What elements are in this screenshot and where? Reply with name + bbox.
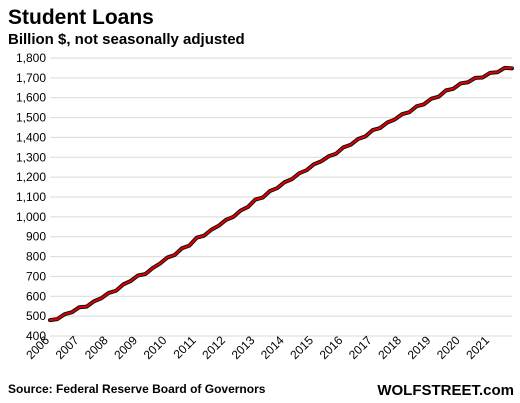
y-tick-label: 600 bbox=[26, 289, 46, 303]
chart-subtitle: Billion $, not seasonally adjusted bbox=[8, 31, 245, 48]
y-tick-label: 1,400 bbox=[16, 130, 46, 144]
x-tick-label: 2018 bbox=[375, 333, 404, 362]
y-tick-label: 1,500 bbox=[16, 111, 46, 125]
x-axis-ticks: 2006 2007 2008 2009 2010 2011 2012 2013 2014 2015… bbox=[23, 333, 492, 362]
y-tick-label: 800 bbox=[26, 250, 46, 264]
x-tick-label: 2008 bbox=[82, 333, 111, 362]
y-tick-label: 1,800 bbox=[16, 51, 46, 65]
y-tick-label: 400 bbox=[26, 329, 46, 343]
x-tick-label: 2021 bbox=[463, 333, 492, 362]
x-tick-label: 2017 bbox=[346, 333, 375, 362]
y-tick-label: 900 bbox=[26, 230, 46, 244]
x-tick-label: 2013 bbox=[229, 333, 258, 362]
y-tick-label: 500 bbox=[26, 309, 46, 323]
x-tick-label: 2007 bbox=[53, 333, 82, 362]
x-tick-label: 2019 bbox=[405, 333, 434, 362]
y-tick-label: 1,300 bbox=[16, 150, 46, 164]
brand-watermark: WOLFSTREET.com bbox=[377, 382, 514, 399]
x-tick-label: 2014 bbox=[258, 333, 287, 362]
y-tick-label: 1,700 bbox=[16, 71, 46, 85]
y-tick-label: 1,200 bbox=[16, 170, 46, 184]
x-tick-label: 2009 bbox=[111, 333, 140, 362]
y-tick-label: 1,100 bbox=[16, 190, 46, 204]
series-layer bbox=[48, 65, 514, 323]
y-axis-ticks: 400 500 600 700 800 900 1,000 1,100 1,200 1,300 1,… bbox=[16, 51, 46, 343]
gridlines bbox=[50, 57, 512, 337]
series-line bbox=[49, 66, 513, 322]
y-tick-label: 700 bbox=[26, 269, 46, 283]
series-line-outline bbox=[48, 65, 514, 323]
y-tick-label: 1,600 bbox=[16, 91, 46, 105]
x-tick-label: 2020 bbox=[434, 333, 463, 362]
x-tick-label: 2015 bbox=[287, 333, 316, 362]
source-note: Source: Federal Reserve Board of Governo… bbox=[8, 382, 266, 396]
x-tick-label: 2012 bbox=[199, 333, 228, 362]
x-tick-label: 2010 bbox=[141, 333, 170, 362]
x-tick-label: 2016 bbox=[317, 333, 346, 362]
chart-title: Student Loans bbox=[8, 6, 154, 29]
x-tick-label: 2011 bbox=[171, 333, 199, 361]
y-tick-label: 1,000 bbox=[16, 210, 46, 224]
